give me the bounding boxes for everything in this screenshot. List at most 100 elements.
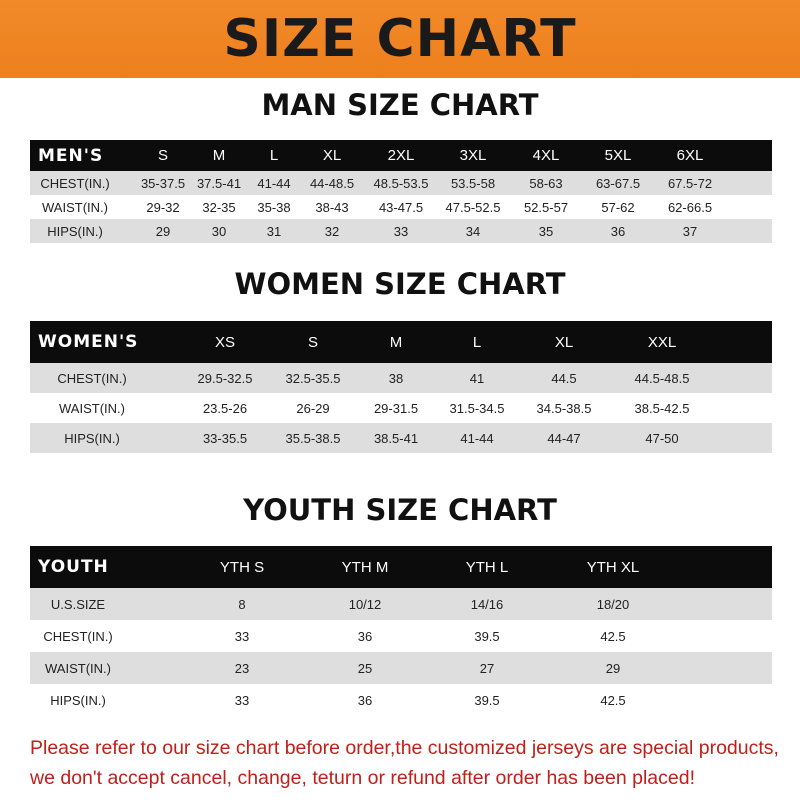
table-cell: 33: [393, 223, 409, 239]
table-cell: 53.5-58: [450, 175, 496, 191]
table-cell: 39.5: [474, 628, 500, 644]
table-cell: L: [269, 147, 279, 164]
table-cell: 44.5: [551, 370, 577, 386]
row-label: CHEST(IN.): [43, 628, 113, 644]
table-cell: 14/16: [470, 596, 504, 612]
men-size-table: MEN'S S M L XL 2XL 3XL 4XL 5XL 6XL CHEST(IN.) 35-37…: [30, 140, 772, 243]
table-cell: 44.5-48.5: [634, 370, 690, 386]
banner-title: SIZE CHART: [223, 9, 577, 69]
table-cell: 62-66.5: [667, 199, 713, 215]
table-cell: 25: [357, 660, 373, 676]
row-label: HIPS(IN.): [47, 223, 103, 239]
table-cell: 29: [605, 660, 621, 676]
table-cell: 35: [538, 223, 554, 239]
row-label: WOMEN'S: [38, 332, 139, 352]
table-cell: XL: [554, 333, 574, 351]
row-label: WAIST(IN.): [59, 400, 125, 416]
men-title: MAN SIZE CHART: [261, 88, 539, 122]
table-cell: 58-63: [529, 175, 563, 191]
table-header-row: WOMEN'S XS S M L XL XXL: [30, 321, 772, 363]
table-cell: 41-44: [460, 430, 494, 446]
row-label: CHEST(IN.): [57, 370, 127, 386]
table-cell: 5XL: [604, 147, 632, 164]
row-label: HIPS(IN.): [50, 692, 106, 708]
table-cell: 6XL: [676, 147, 704, 164]
youth-size-table: YOUTH YTH S YTH M YTH L YTH XL U.S.SIZE 8 10/12…: [30, 546, 772, 716]
table-row: HIPS(IN.) 33 36 39.5 42.5: [30, 684, 772, 716]
table-cell: 33-35.5: [202, 430, 248, 446]
table-cell: 42.5: [600, 628, 626, 644]
women-size-table: WOMEN'S XS S M L XL XXL CHEST(IN.) 29.5-32.5 32.5…: [30, 321, 772, 453]
youth-title: YOUTH SIZE CHART: [243, 493, 557, 527]
table-cell: 38: [388, 370, 404, 386]
table-cell: 32: [324, 223, 340, 239]
table-cell: M: [389, 333, 403, 351]
row-label: WAIST(IN.): [45, 660, 111, 676]
table-cell: 29-31.5: [373, 400, 419, 416]
table-cell: 18/20: [596, 596, 630, 612]
table-cell: 4XL: [532, 147, 560, 164]
table-cell: 8: [238, 596, 246, 612]
women-title: WOMEN SIZE CHART: [234, 267, 566, 301]
table-cell: YTH XL: [586, 558, 640, 576]
table-cell: YTH S: [219, 558, 265, 576]
table-cell: 47.5-52.5: [445, 199, 501, 215]
table-cell: S: [307, 333, 319, 351]
row-label: HIPS(IN.): [64, 430, 120, 446]
table-cell: 23: [234, 660, 250, 676]
table-row: WAIST(IN.) 29-32 32-35 35-38 38-43 43-47.5 47.…: [30, 195, 772, 219]
table-cell: 63-67.5: [595, 175, 641, 191]
table-cell: 34: [465, 223, 481, 239]
table-cell: 43-47.5: [378, 199, 424, 215]
table-cell: 35-38: [257, 199, 291, 215]
table-cell: 2XL: [387, 147, 415, 164]
table-cell: 26-29: [296, 400, 330, 416]
table-cell: 39.5: [474, 692, 500, 708]
table-cell: 38-43: [315, 199, 349, 215]
row-label: YOUTH: [38, 557, 109, 577]
table-header-row: YOUTH YTH S YTH M YTH L YTH XL: [30, 546, 772, 588]
table-cell: 3XL: [459, 147, 487, 164]
table-cell: XL: [322, 147, 342, 164]
table-cell: L: [472, 333, 482, 351]
notice-line-1: Please refer to our size chart before or…: [30, 737, 779, 759]
table-cell: YTH L: [465, 558, 509, 576]
row-label: MEN'S: [38, 145, 104, 166]
table-row: HIPS(IN.) 29 30 31 32 33 34 35 36 37: [30, 219, 772, 243]
table-row: CHEST(IN.) 29.5-32.5 32.5-35.5 38 41 44.5 44.5…: [30, 363, 772, 393]
table-row: HIPS(IN.) 33-35.5 35.5-38.5 38.5-41 41-44 44-…: [30, 423, 772, 453]
table-row: WAIST(IN.) 23 25 27 29: [30, 652, 772, 684]
table-cell: 48.5-53.5: [373, 175, 429, 191]
table-cell: 33: [234, 628, 250, 644]
table-header-row: MEN'S S M L XL 2XL 3XL 4XL 5XL 6XL: [30, 140, 772, 171]
table-cell: 36: [610, 223, 626, 239]
table-cell: XXL: [647, 333, 677, 351]
table-row: CHEST(IN.) 33 36 39.5 42.5: [30, 620, 772, 652]
table-cell: 31.5-34.5: [449, 400, 505, 416]
table-cell: 57-62: [601, 199, 635, 215]
table-cell: 37.5-41: [196, 175, 242, 191]
row-label: WAIST(IN.): [42, 199, 108, 215]
table-cell: 36: [357, 628, 373, 644]
table-cell: 44-48.5: [309, 175, 355, 191]
table-cell: 41: [469, 370, 485, 386]
notice-line-2: we don't accept cancel, change, teturn o…: [30, 767, 695, 789]
table-cell: 10/12: [348, 596, 382, 612]
table-cell: 29-32: [146, 199, 180, 215]
row-label: CHEST(IN.): [40, 175, 110, 191]
table-cell: 32.5-35.5: [285, 370, 341, 386]
table-cell: 31: [266, 223, 282, 239]
table-row: CHEST(IN.) 35-37.5 37.5-41 41-44 44-48.5 48.5…: [30, 171, 772, 195]
size-chart-banner: SIZE CHART: [0, 0, 800, 78]
table-cell: 29: [155, 223, 171, 239]
row-label: U.S.SIZE: [50, 596, 106, 612]
table-cell: 30: [211, 223, 227, 239]
table-cell: 37: [682, 223, 698, 239]
table-cell: XS: [214, 333, 236, 351]
table-cell: YTH M: [341, 558, 389, 576]
table-cell: 27: [479, 660, 495, 676]
table-cell: 33: [234, 692, 250, 708]
table-cell: S: [157, 147, 169, 164]
table-cell: 35.5-38.5: [285, 430, 341, 446]
table-cell: 23.5-26: [202, 400, 248, 416]
